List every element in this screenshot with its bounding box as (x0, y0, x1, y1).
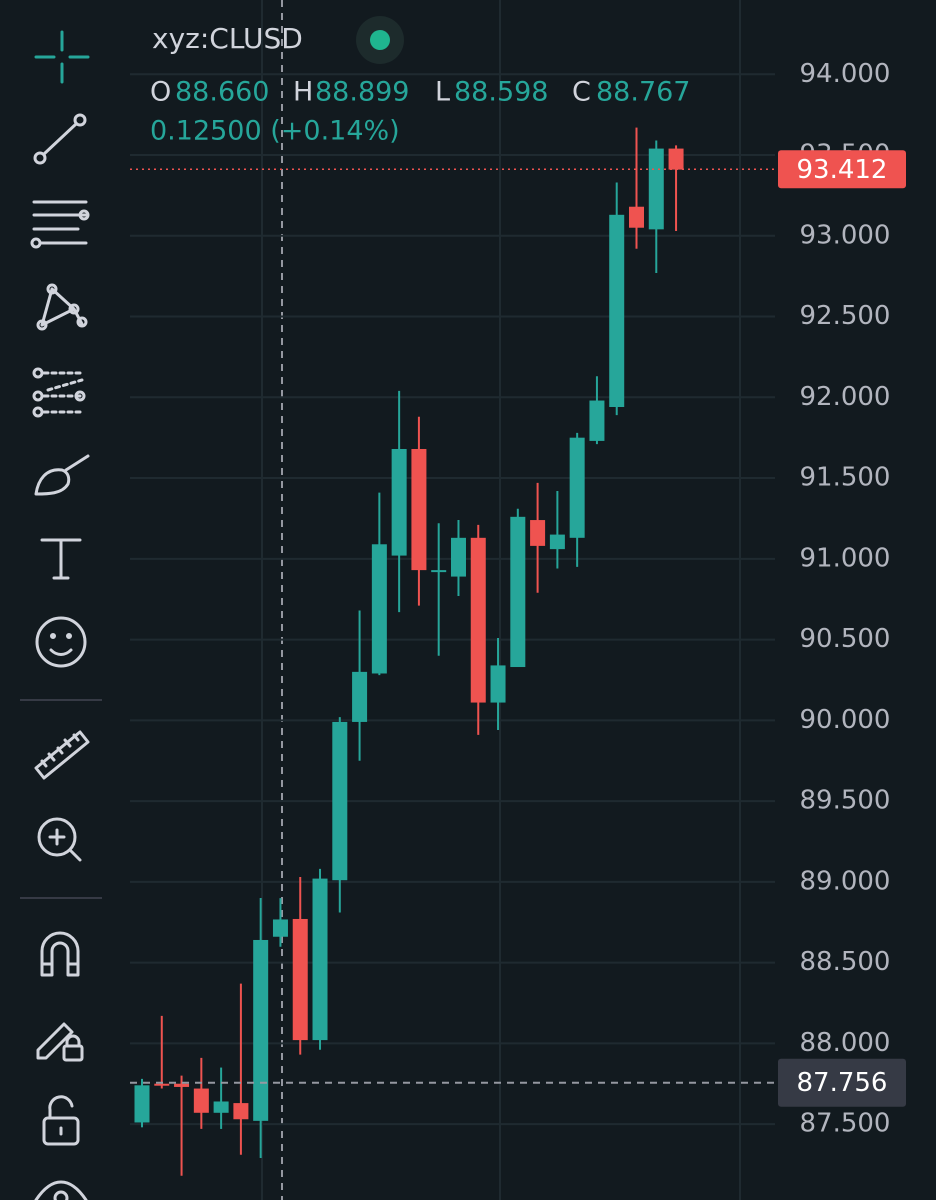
candle-body (233, 1103, 249, 1120)
candle-body (490, 665, 506, 703)
y-tick-label: 92.000 (800, 382, 891, 412)
lock-drawings-tool[interactable] (36, 1022, 84, 1062)
crosshair-price-badge (778, 1058, 906, 1107)
candle-body (312, 878, 328, 1041)
y-tick-label: 90.000 (800, 705, 891, 735)
candle-body (174, 1083, 190, 1087)
candle-body (411, 448, 427, 571)
forecast-tool[interactable] (32, 367, 86, 418)
ohlc-key: H (293, 77, 313, 108)
zoom-tool[interactable] (37, 817, 82, 862)
ruler-tool[interactable] (34, 730, 90, 780)
change: 0.12500 (+0.14%) (150, 116, 400, 147)
ohlc-key: L (435, 77, 450, 108)
last-price-label: 93.412 (797, 155, 888, 185)
unlock-tool[interactable] (42, 1095, 80, 1146)
ohlc-key: O (150, 77, 171, 108)
y-tick-label: 91.000 (800, 543, 891, 573)
y-tick-label: 88.000 (800, 1028, 891, 1058)
ohlc-value: 88.899 (315, 77, 409, 108)
trend-line-tool[interactable] (33, 113, 87, 165)
ohlc-value: 88.598 (454, 77, 548, 108)
header: xyz:CLUSD O 88.660 H 88.899 L 88.598 C 8… (150, 16, 690, 147)
last-price-badge (778, 150, 906, 189)
candle-body (530, 520, 546, 546)
text-tool[interactable] (40, 538, 82, 580)
ohlc-key: C (572, 77, 591, 108)
y-tick-label: 89.000 (800, 866, 891, 896)
candle-body (272, 919, 288, 937)
candle-body (193, 1088, 209, 1113)
fib-tool[interactable] (30, 200, 90, 249)
candle-body (589, 400, 605, 441)
candle-body (134, 1085, 150, 1123)
symbol[interactable]: xyz:CLUSD (152, 22, 303, 55)
magnet-tool[interactable] (40, 931, 80, 977)
candle-body (154, 1083, 170, 1086)
candle-body (569, 437, 585, 538)
brush-tool[interactable] (34, 454, 90, 496)
crosshair-price-label: 87.756 (797, 1068, 888, 1098)
y-tick-label: 89.500 (800, 786, 891, 816)
candle-body (213, 1101, 229, 1113)
candle-body (609, 214, 625, 407)
y-tick-label: 92.500 (800, 301, 891, 331)
candle-body (253, 939, 269, 1121)
y-tick-label: 93.000 (800, 220, 891, 250)
eye-tool[interactable] (34, 1180, 88, 1200)
y-tick-label: 88.500 (800, 947, 891, 977)
candle-body (668, 148, 684, 170)
y-tick-label: 87.500 (800, 1109, 891, 1139)
candle-body (450, 537, 466, 577)
candle-body (292, 918, 308, 1041)
candle-body (549, 534, 565, 550)
emoji-tool[interactable] (35, 616, 87, 668)
y-tick-label: 90.500 (800, 624, 891, 654)
ohlc-value: 88.767 (596, 77, 690, 108)
pattern-tool[interactable] (36, 283, 88, 331)
candle-body (391, 448, 407, 556)
candle-body (470, 537, 486, 703)
candle-body (332, 721, 348, 881)
candle-body (510, 516, 526, 668)
candle-body (629, 206, 644, 228)
y-tick-label: 94.000 (800, 59, 891, 89)
candle-body (431, 570, 447, 573)
y-tick-label: 91.500 (800, 463, 891, 493)
status-dot (370, 30, 390, 50)
plot (130, 0, 775, 1200)
ohlc-value: 88.660 (175, 77, 269, 108)
toolbar[interactable] (20, 30, 102, 1200)
candle-body (648, 148, 664, 230)
candle-body (352, 671, 368, 722)
crosshair-tool[interactable] (34, 30, 90, 84)
candle-body (371, 544, 387, 674)
